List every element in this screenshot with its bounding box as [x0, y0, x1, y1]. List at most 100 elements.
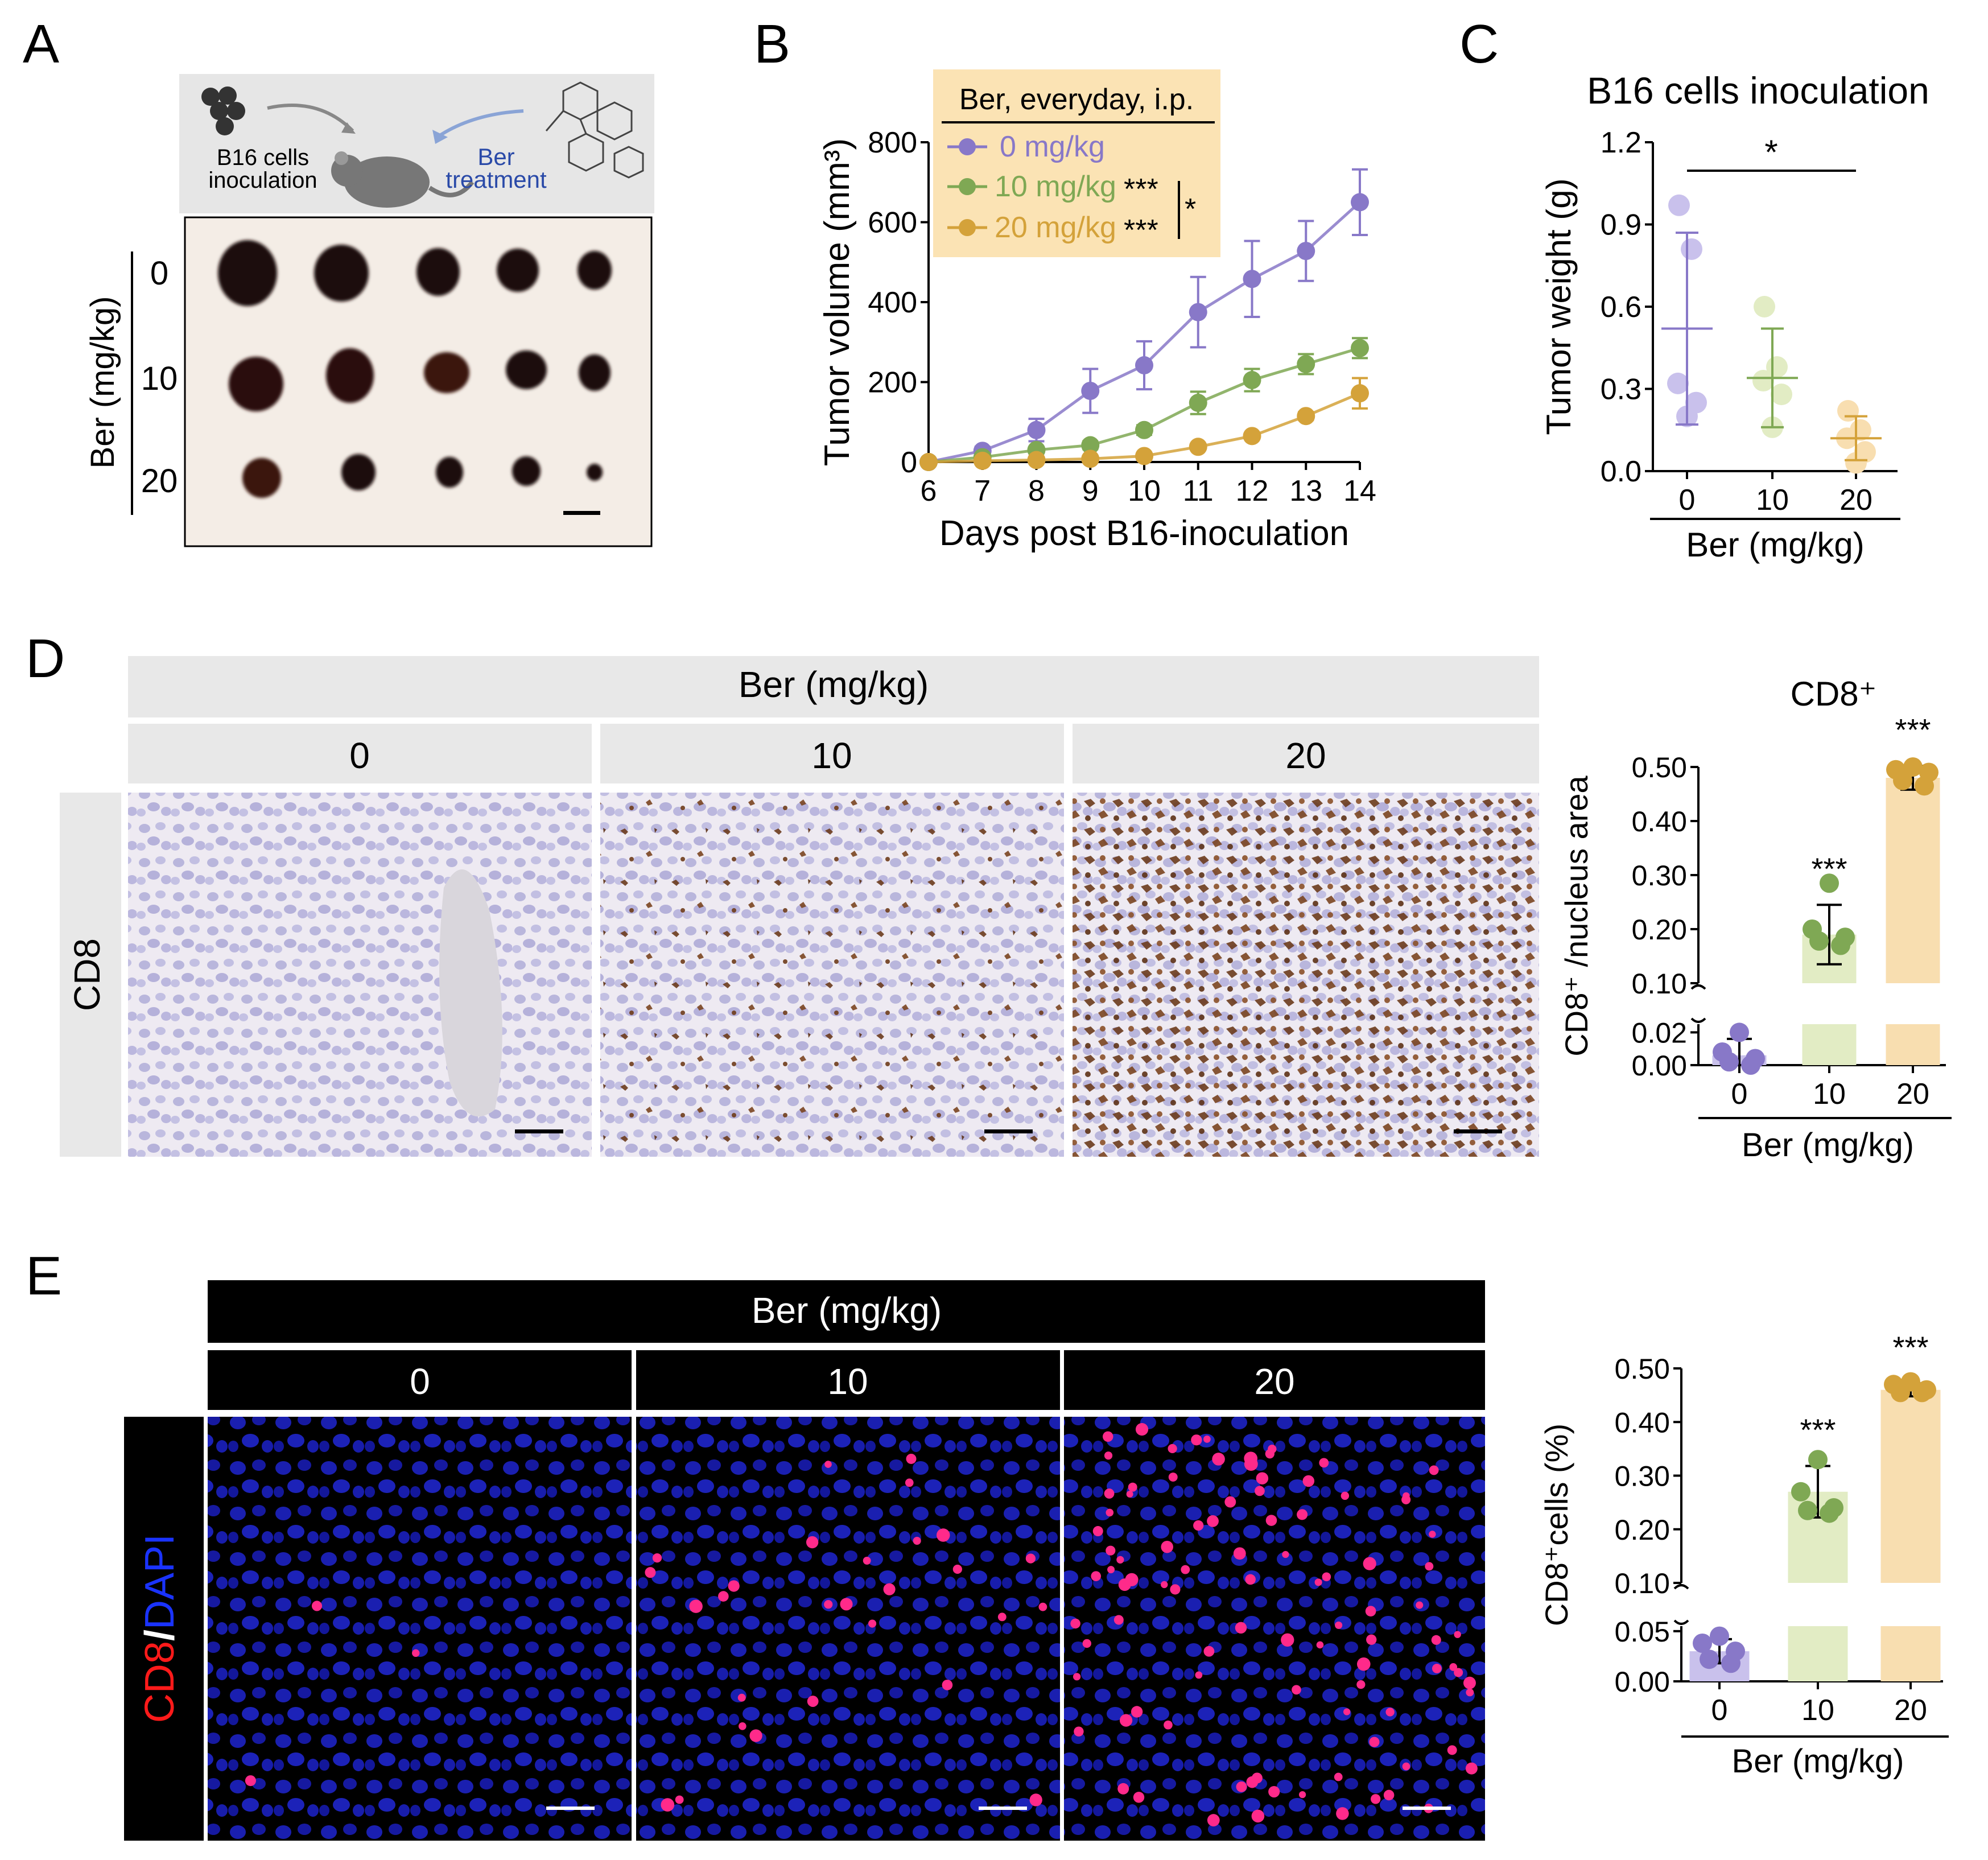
- cd8-cell-dot: [412, 1649, 420, 1657]
- y-tick-label: 0.10: [1615, 1568, 1670, 1599]
- row-label-20: 20: [141, 463, 178, 500]
- bar-20-upper: [1886, 778, 1940, 983]
- cd8-cell-dot: [1168, 1444, 1177, 1454]
- column-label-20: 20: [1254, 1361, 1294, 1402]
- cd8-cell-dot: [807, 1696, 819, 1707]
- cd8-cell-dot: [1268, 1785, 1280, 1798]
- cd8-cell-dot: [840, 1598, 853, 1611]
- cd8-cell-dot: [1365, 1606, 1376, 1616]
- data-point-20-mg-kg: [1189, 438, 1207, 456]
- y-tick-label: 0.40: [1632, 806, 1687, 838]
- cd8-cell-dot: [1113, 1615, 1124, 1625]
- cd8-cell-dot: [661, 1798, 675, 1812]
- y-tick-label: 200: [868, 366, 917, 399]
- x-tick-label: 8: [1028, 475, 1045, 508]
- column-header-10: [636, 1350, 1060, 1410]
- cd8-cell-dot: [905, 1478, 914, 1487]
- scale-bar: [1454, 1129, 1502, 1133]
- chemical-structure-icon: [545, 81, 644, 179]
- sig-between: *: [1185, 193, 1196, 226]
- data-point-10-mg-kg: [1189, 394, 1207, 413]
- x-tick-label: 20: [1894, 1694, 1927, 1727]
- x-tick-label: 20: [1896, 1078, 1929, 1111]
- column-header-0: [208, 1350, 632, 1410]
- bar-10-lower: [1788, 1626, 1848, 1681]
- row-label-0: 0: [150, 255, 168, 292]
- cd8-cell-dot: [1432, 1664, 1442, 1673]
- legend-marker: [959, 219, 976, 236]
- cd8-cell-dot: [1265, 1449, 1275, 1459]
- arrow-icon: [267, 104, 354, 133]
- cd8-cell-dot: [1369, 1737, 1380, 1747]
- y-tick-label: 0.6: [1601, 291, 1641, 324]
- data-point: [1719, 1052, 1739, 1072]
- panel-letter-b: B: [754, 14, 790, 75]
- cd8-cell-dot: [1282, 1550, 1289, 1558]
- column-label-10: 10: [827, 1361, 868, 1402]
- schematic-ber-label-2: treatment: [446, 166, 547, 193]
- cd8-cell-dot: [1135, 1423, 1149, 1436]
- cd8-cell-dot: [1298, 1791, 1306, 1799]
- cd8-cell-dot: [1385, 1708, 1395, 1717]
- legend-marker: [959, 138, 976, 155]
- legend-label-10: 10 mg/kg: [995, 170, 1116, 203]
- cd8-cell-dot: [1181, 1565, 1190, 1574]
- cd8-cell-dot: [728, 1580, 740, 1592]
- cd8-cell-dot: [1356, 1680, 1366, 1689]
- x-tick-label: 7: [974, 475, 991, 508]
- cd8-cell-dot: [863, 1557, 871, 1565]
- cd8-cell-dot: [689, 1599, 703, 1613]
- y-tick-label: 0.10: [1632, 968, 1687, 1000]
- x-tick-label: 13: [1289, 475, 1322, 508]
- arrow-head-icon: [432, 130, 448, 144]
- cd8-cell-dot: [1431, 1635, 1441, 1645]
- data-point-0-mg-kg: [1135, 356, 1153, 374]
- y-axis-label: CD8⁺cells (%): [1539, 1424, 1574, 1626]
- cd8-cell-dot: [652, 1553, 662, 1563]
- line-chart: 0 200 400 600 800 6 7 8 9 10 11 12 13 14 Days post B16…: [818, 126, 1376, 553]
- schematic-cells-label-1: B16 cells: [217, 145, 309, 170]
- column-header-20: [1064, 1350, 1485, 1410]
- panel-letter-c: C: [1459, 14, 1499, 75]
- cd8-cell-dot: [1106, 1508, 1114, 1517]
- cd8-cell-dot: [1191, 1434, 1202, 1446]
- cd8-cell-dot: [1297, 1509, 1308, 1520]
- data-point-20-mg-kg: [1351, 384, 1369, 403]
- cd8-cell-dot: [1073, 1673, 1081, 1681]
- row-label-cd8: CD8: [137, 1641, 183, 1723]
- cd8-cell-dot: [1107, 1566, 1115, 1574]
- cd8-cell-dot: [1343, 1708, 1351, 1715]
- panel-letter-d: D: [26, 628, 65, 689]
- data-point-0-mg-kg: [1189, 303, 1207, 321]
- cd8-cell-dot: [806, 1536, 819, 1549]
- schematic-ber-label-1: Ber: [477, 143, 514, 170]
- data-point-10-mg-kg: [1351, 339, 1369, 357]
- cd8-cell-dot: [1416, 1601, 1424, 1609]
- scale-bar: [546, 1807, 595, 1810]
- data-point-20-mg-kg: [1081, 449, 1100, 468]
- data-point-10-mg-kg: [1243, 370, 1261, 389]
- schematic-cells-label-2: inoculation: [208, 168, 317, 193]
- tumor-row-10: [229, 348, 611, 411]
- chart-title: CD8⁺: [1791, 675, 1877, 713]
- header-bar: [128, 656, 1539, 717]
- cd8-cell-dot: [824, 1600, 833, 1609]
- cd8-cell-dot: [1454, 1668, 1463, 1677]
- cd8-cell-dot: [739, 1722, 746, 1730]
- cd8-cell-dot: [1319, 1458, 1329, 1468]
- data-point: [1809, 931, 1829, 951]
- bar-chart: CD8⁺ 0.10 0.20 0.30 0.40 0.50 0.000.02 0 *** 10 **…: [1558, 675, 1952, 1164]
- y-tick-label: 0.20: [1615, 1514, 1670, 1546]
- cd8-cell-dot: [1465, 1762, 1478, 1775]
- cd8-cell-dot: [824, 1461, 832, 1468]
- y-tick-label: 0.00: [1632, 1050, 1687, 1082]
- cd8-cell-dot: [1302, 1475, 1315, 1487]
- y-axis-label: Tumor volume (mm³): [818, 138, 857, 466]
- cd8-cell-dot: [1168, 1473, 1178, 1482]
- cd8-cell-dot: [1207, 1814, 1220, 1826]
- cd8-stain-dots: [245, 1423, 1478, 1826]
- cd8-cell-dot: [1117, 1783, 1129, 1795]
- cd8-cell-dot: [1251, 1809, 1265, 1823]
- cd8-cell-dot: [1106, 1545, 1116, 1556]
- data-point: [1741, 1055, 1760, 1075]
